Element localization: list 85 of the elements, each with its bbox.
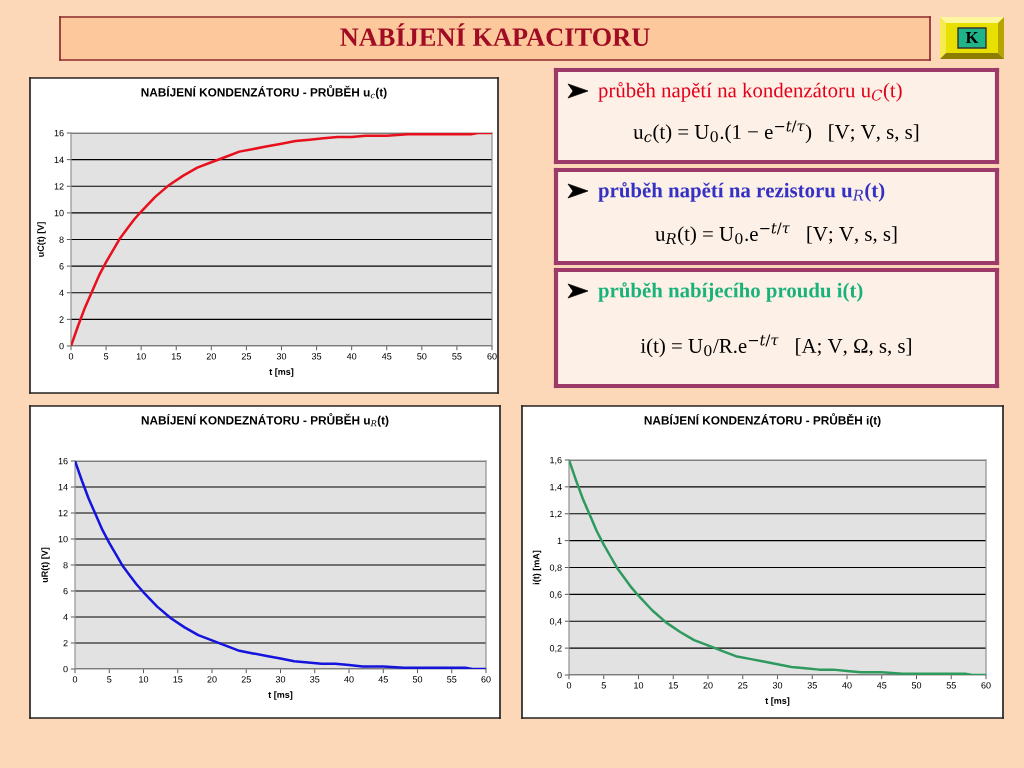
y-tick-label: 8	[63, 561, 68, 569]
x-tick-label: 50	[417, 353, 427, 360]
x-tick-label: 0	[72, 676, 78, 683]
chart-title: NABÍJENÍ KONDEZNÁTORU - PRŮBĚH u$_{R}$(t)	[141, 413, 389, 427]
x-tick-label: 35	[310, 676, 320, 683]
x-tick-label: 40	[842, 682, 852, 689]
text: NABÍJENÍ KAPACITORU	[340, 23, 650, 47]
x-tick-label: 55	[452, 353, 462, 360]
y-tick-label: 6	[59, 263, 64, 270]
text: K	[965, 32, 979, 44]
y-tick-label: 0	[63, 665, 68, 673]
y-tick-label: 0,4	[549, 618, 562, 626]
y-tick-label: 8	[59, 236, 64, 243]
y-tick-label: 12	[58, 509, 68, 517]
line-series	[75, 461, 486, 669]
text: průběh napětí na rezistoru u$_{R}$(t)	[598, 182, 885, 202]
x-tick-label: 35	[807, 682, 817, 689]
chart-title: NABÍJENÍ KONDENZÁTORU - PRŮBĚH i(t)	[644, 413, 881, 427]
x-tick-label: 50	[412, 676, 423, 683]
line-series	[71, 133, 492, 346]
x-tick-label: 10	[136, 353, 146, 360]
x-tick-label: 25	[738, 682, 748, 689]
x-tick-label: 25	[241, 353, 252, 360]
x-tick-label: 55	[447, 676, 457, 683]
x-tick-label: 35	[311, 353, 322, 360]
y-tick-label: 12	[54, 183, 64, 190]
y-tick-label: 0,6	[549, 591, 562, 599]
x-axis-title: t [ms]	[269, 368, 294, 377]
y-tick-label: 2	[59, 316, 64, 323]
x-tick-label: 15	[173, 676, 183, 683]
x-tick-label: 30	[275, 676, 286, 683]
x-tick-label: 20	[703, 682, 713, 689]
y-tick-label: 10	[58, 535, 68, 543]
x-tick-label: 60	[481, 676, 491, 683]
x-tick-label: 25	[241, 676, 251, 683]
x-tick-label: 5	[601, 682, 606, 689]
x-tick-label: 50	[911, 682, 922, 689]
y-tick-label: 1	[557, 537, 562, 544]
y-tick-label: 0,8	[549, 564, 562, 572]
y-tick-label: 1,2	[550, 510, 562, 519]
x-tick-label: 5	[107, 676, 112, 683]
chart-title: NABÍJENÍ KONDENZÁTORU - PRŮBĚH u$_{c}$(t)	[141, 85, 387, 99]
x-tick-label: 40	[344, 676, 354, 683]
y-tick-label: 14	[54, 156, 64, 163]
y-tick-label: 1,4	[550, 483, 562, 492]
text: průběh napětí na kondenzátoru u$_{C}$(t)	[598, 82, 902, 102]
y-tick-label: 1,6	[550, 456, 562, 465]
x-tick-label: 55	[946, 682, 956, 689]
x-tick-label: 30	[276, 353, 287, 360]
text: u$_{R}$(t) = U$_{0}$.e$^{−t/τ}$ [V; V, s, s]	[655, 222, 897, 246]
x-axis-title: t [ms]	[268, 691, 293, 700]
y-tick-label: 10	[54, 209, 64, 217]
y-tick-label: 4	[63, 614, 68, 621]
x-tick-label: 0	[68, 353, 74, 360]
y-tick-label: 0	[59, 342, 64, 350]
x-tick-label: 45	[876, 682, 887, 689]
y-tick-label: 2	[63, 639, 68, 647]
x-tick-label: 60	[487, 353, 497, 360]
x-axis-title: t [ms]	[765, 697, 790, 706]
x-tick-label: 60	[981, 682, 991, 689]
y-axis-title: uR(t) [V]	[41, 547, 50, 583]
y-tick-label: 14	[58, 484, 68, 491]
x-tick-label: 45	[378, 676, 388, 683]
x-tick-label: 15	[171, 353, 181, 360]
y-tick-label: 6	[63, 587, 68, 595]
y-axis-title: uC(t) [V]	[37, 222, 46, 257]
x-tick-label: 30	[772, 682, 783, 689]
y-tick-label: 4	[59, 289, 64, 297]
x-tick-label: 40	[346, 353, 357, 360]
x-tick-label: 15	[668, 682, 678, 689]
x-tick-label: 10	[139, 676, 149, 683]
x-tick-label: 5	[103, 353, 109, 360]
y-tick-label: 16	[58, 457, 68, 465]
x-tick-label: 20	[207, 676, 217, 683]
x-tick-label: 45	[381, 353, 392, 360]
y-axis-title: i(t) [mA]	[532, 550, 542, 585]
x-tick-label: 10	[634, 682, 644, 689]
y-tick-label: 0,2	[549, 645, 562, 653]
x-tick-label: 0	[566, 682, 572, 689]
text: u$_{c}$(t) = U$_{0}$.(1 − e$^{−t/τ}$) [V; V, s, s]	[633, 120, 919, 144]
text: průběh nabíjecího proudu i(t)	[598, 282, 863, 302]
text: i(t) = U$_{0}$/R.e$^{−t/τ}$ [A; V, Ω, s, s]	[640, 334, 911, 358]
y-tick-label: 16	[54, 129, 64, 137]
x-tick-label: 20	[206, 353, 216, 360]
line-series	[569, 460, 986, 675]
